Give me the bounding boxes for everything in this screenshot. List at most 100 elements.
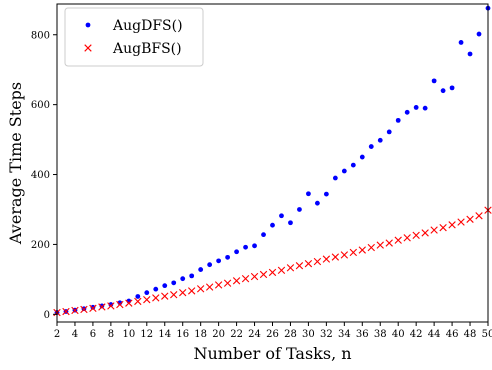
data-point-augdfs	[314, 200, 320, 206]
data-point-augbfs	[107, 302, 115, 310]
x-tick-label: 28	[284, 329, 297, 340]
data-point-augbfs	[161, 292, 169, 300]
data-point-augbfs	[394, 236, 402, 244]
data-point-augdfs	[243, 244, 248, 250]
data-point-augdfs	[431, 78, 437, 84]
x-tick-label: 20	[212, 329, 225, 340]
data-point-augdfs	[171, 280, 177, 286]
data-point-augdfs	[404, 109, 410, 115]
legend-box	[64, 7, 204, 67]
x-tick-label: 32	[320, 329, 333, 340]
data-point-augdfs	[440, 88, 446, 94]
data-point-augbfs	[98, 303, 106, 311]
x-tick-label: 8	[108, 329, 114, 340]
data-point-augdfs	[270, 222, 275, 228]
data-point-augbfs	[430, 226, 438, 234]
data-point-augdfs	[189, 273, 195, 279]
legend-label-augdfs: AugDFS()	[112, 18, 183, 34]
x-tick-label: 6	[90, 329, 96, 340]
x-axis: 2 4 6 8 10 12 14 16 18 20 22 24 26 28 30 32 34 36 38 40 42 44…	[54, 322, 492, 340]
data-point-augdfs	[216, 258, 222, 264]
data-point-augbfs	[152, 294, 160, 302]
y-axis: 0 200 400 600 800	[31, 30, 57, 321]
data-point-augbfs	[331, 253, 340, 261]
series-augbfs	[53, 206, 492, 317]
data-point-augdfs	[135, 294, 141, 299]
x-tick-label: 2	[54, 329, 60, 340]
x-axis-label: Number of Tasks, n	[193, 344, 351, 363]
legend-marker-augbfs	[84, 44, 92, 52]
data-point-augbfs	[143, 295, 151, 304]
data-point-augdfs	[413, 105, 419, 110]
data-point-augbfs	[412, 231, 420, 240]
y-tick-label: 600	[31, 100, 50, 111]
data-point-augdfs	[279, 213, 284, 219]
data-point-augbfs	[304, 259, 313, 268]
x-tick-label: 10	[122, 329, 135, 340]
data-point-augdfs	[162, 283, 168, 289]
y-tick-label: 200	[31, 240, 50, 251]
data-point-augbfs	[385, 239, 393, 247]
data-point-augbfs	[89, 304, 97, 313]
data-point-augbfs	[421, 229, 429, 237]
data-point-augdfs	[476, 31, 482, 37]
data-point-augbfs	[340, 251, 349, 259]
data-point-augdfs	[323, 191, 329, 197]
x-tick-label: 46	[446, 329, 459, 340]
data-point-augbfs	[295, 262, 304, 270]
data-point-augdfs	[449, 85, 455, 91]
x-tick-label: 22	[230, 329, 243, 340]
x-tick-label: 24	[248, 329, 261, 340]
legend-marker-augdfs	[85, 22, 91, 28]
data-point-augdfs	[422, 105, 428, 111]
data-point-augbfs	[62, 307, 70, 316]
legend: AugDFS() AugBFS()	[64, 7, 204, 67]
data-point-augbfs	[125, 299, 133, 307]
data-point-augdfs	[180, 276, 186, 282]
x-tick-label: 40	[392, 329, 405, 340]
data-point-augdfs	[377, 137, 383, 143]
data-point-augbfs	[187, 287, 196, 295]
data-point-augdfs	[261, 232, 266, 238]
data-point-augdfs	[288, 220, 293, 226]
data-point-augdfs	[368, 144, 374, 149]
data-point-augbfs	[80, 305, 88, 314]
data-point-augdfs	[153, 286, 159, 292]
data-point-augbfs	[196, 285, 205, 293]
x-tick-label: 48	[464, 329, 477, 340]
x-tick-label: 44	[428, 329, 441, 340]
x-tick-label: 12	[140, 329, 153, 340]
data-point-augbfs	[475, 212, 483, 220]
x-tick-label: 34	[338, 329, 351, 340]
legend-label-augbfs: AugBFS()	[112, 41, 182, 57]
data-point-augbfs	[259, 270, 268, 279]
x-tick-label: 30	[302, 329, 315, 340]
data-point-augdfs	[350, 162, 356, 168]
data-point-augdfs	[332, 175, 338, 181]
data-point-augbfs	[250, 272, 259, 281]
data-point-augdfs	[198, 267, 204, 272]
data-point-augbfs	[322, 255, 331, 263]
data-point-augdfs	[90, 304, 96, 310]
data-point-augbfs	[214, 281, 223, 289]
x-tick-label: 4	[72, 329, 78, 340]
data-point-augbfs	[358, 246, 366, 254]
data-point-augbfs	[448, 221, 456, 229]
y-tick-label: 0	[44, 310, 50, 321]
data-point-augbfs	[71, 306, 79, 315]
x-tick-label: 38	[374, 329, 387, 340]
x-tick-label: 36	[356, 329, 369, 340]
x-tick-label: 42	[410, 329, 423, 340]
data-point-augbfs	[466, 215, 474, 223]
data-point-augdfs	[108, 302, 114, 307]
x-tick-label: 50	[482, 329, 492, 340]
data-point-augbfs	[134, 297, 142, 306]
data-point-augdfs	[144, 290, 150, 296]
data-point-augbfs	[403, 234, 411, 242]
data-point-augdfs	[386, 129, 392, 135]
y-tick-label: 800	[31, 30, 50, 41]
x-tick-label: 26	[266, 329, 279, 340]
data-point-augbfs	[116, 300, 124, 309]
y-axis-label: Average Time Steps	[6, 82, 25, 245]
